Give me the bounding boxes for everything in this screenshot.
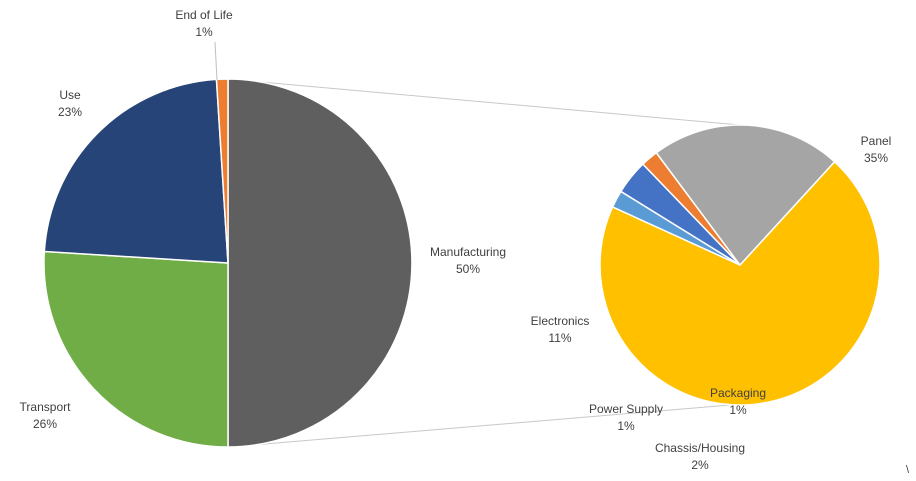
- label-name-end-of-life: End of Life: [175, 8, 233, 22]
- leader-line-end-of-life: [214, 41, 218, 81]
- slice-use: [43, 78, 229, 264]
- slice-transport: [43, 250, 229, 448]
- label-value-packaging: 1%: [729, 403, 747, 417]
- stray-mark: \: [906, 464, 910, 476]
- label-name-manufacturing: Manufacturing: [430, 245, 506, 259]
- label-value-transport: 26%: [33, 417, 57, 431]
- label-value-end-of-life: 1%: [195, 25, 213, 39]
- slice-end-of-life: [215, 78, 229, 264]
- data-label-packaging: Packaging 1%: [710, 386, 766, 417]
- data-label-use: Use 23%: [58, 88, 82, 119]
- data-label-end-of-life: End of Life 1%: [175, 8, 233, 39]
- label-name-use: Use: [59, 88, 81, 102]
- data-label-power-supply: Power Supply 1%: [589, 402, 663, 433]
- label-value-manufacturing: 50%: [456, 262, 480, 276]
- label-name-transport: Transport: [20, 400, 72, 414]
- slice-manufacturing: [227, 78, 413, 448]
- label-name-packaging: Packaging: [710, 386, 766, 400]
- data-label-manufacturing: Manufacturing 50%: [430, 245, 506, 276]
- label-name-power-supply: Power Supply: [589, 402, 663, 416]
- label-name-panel: Panel: [861, 134, 892, 148]
- label-name-chassis-housing: Chassis/Housing: [655, 441, 745, 455]
- label-value-panel: 35%: [864, 151, 888, 165]
- data-label-panel: Panel 35%: [861, 134, 892, 165]
- label-value-chassis-housing: 2%: [691, 458, 709, 472]
- data-label-chassis-housing: Chassis/Housing 2%: [655, 441, 745, 472]
- label-value-power-supply: 1%: [617, 419, 635, 433]
- slice-panel: [599, 160, 881, 406]
- data-label-electronics: Electronics 11%: [531, 314, 590, 345]
- label-value-electronics: 11%: [548, 331, 571, 345]
- data-label-transport: Transport 26%: [20, 400, 72, 431]
- slice-electronics: [655, 124, 836, 267]
- label-value-use: 23%: [58, 105, 82, 119]
- connector-line-top: [227, 78, 741, 126]
- label-name-electronics: Electronics: [531, 314, 590, 328]
- connector-line-bottom: [227, 404, 731, 448]
